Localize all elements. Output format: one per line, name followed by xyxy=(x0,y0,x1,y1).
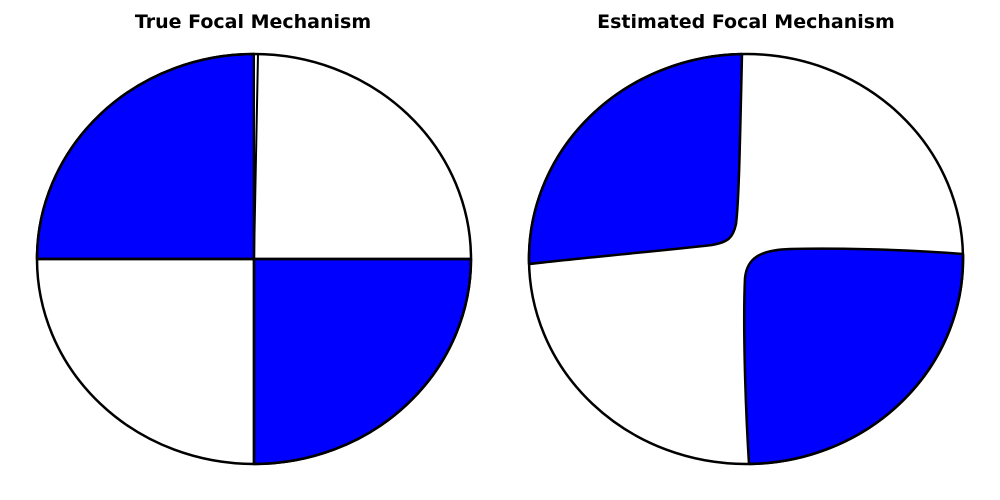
estimated-compression-lobe-nw xyxy=(527,52,744,266)
estimated-compression-lobe-se xyxy=(742,247,965,466)
true-mechanism-beachball xyxy=(35,52,473,466)
true-mechanism-title: True Focal Mechanism xyxy=(134,11,372,33)
true-compression-quadrant-se xyxy=(252,257,473,466)
true-compression-quadrant-nw xyxy=(35,52,256,261)
estimated-outline-circle xyxy=(527,52,965,466)
estimated-mechanism-beachball xyxy=(527,52,965,466)
estimated-mechanism-title: Estimated Focal Mechanism xyxy=(597,11,895,33)
true-outline-circle xyxy=(35,52,473,466)
